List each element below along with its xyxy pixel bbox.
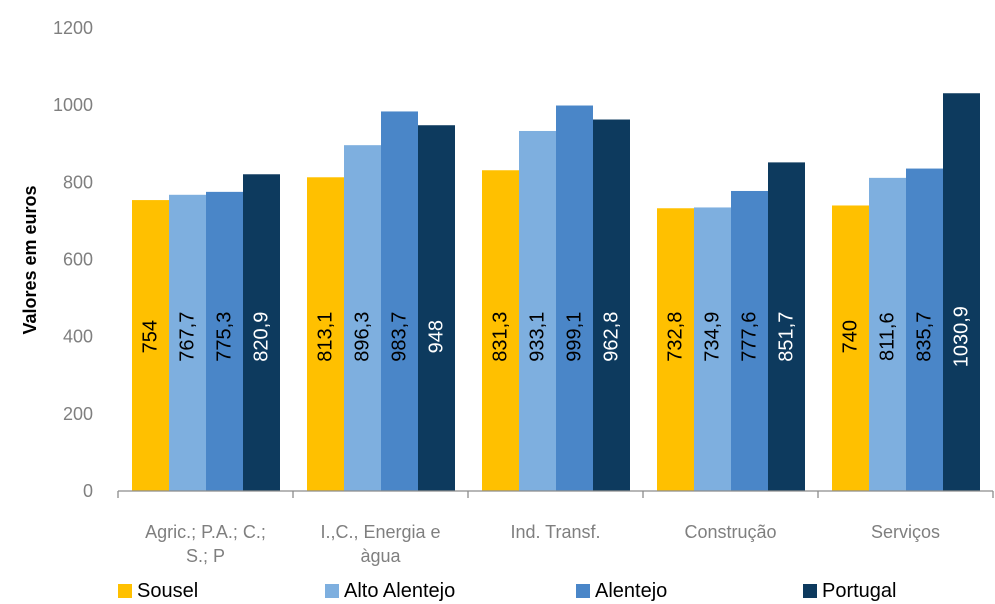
data-label: 933,1 bbox=[527, 312, 549, 362]
y-tick-label: 1000 bbox=[53, 95, 93, 115]
bar bbox=[206, 191, 243, 492]
legend-swatch bbox=[118, 584, 132, 598]
bar bbox=[768, 162, 805, 492]
legend-label: Alentejo bbox=[595, 580, 667, 602]
bar bbox=[132, 200, 169, 491]
data-label: 732,8 bbox=[665, 312, 687, 362]
data-label: 734,9 bbox=[702, 312, 724, 362]
bars bbox=[132, 93, 980, 492]
y-tick-label: 400 bbox=[63, 327, 93, 347]
x-tick-label: Serviços bbox=[871, 522, 940, 542]
x-tick-label: Construção bbox=[684, 522, 776, 542]
bar bbox=[731, 190, 768, 491]
x-tick-label: Ind. Transf. bbox=[510, 522, 600, 542]
bar bbox=[694, 207, 731, 491]
legend-label: Sousel bbox=[137, 580, 198, 602]
data-label: 948 bbox=[426, 320, 448, 353]
data-label: 983,7 bbox=[389, 312, 411, 362]
y-tick-label: 1200 bbox=[53, 18, 93, 38]
legend-swatch bbox=[576, 584, 590, 598]
bar bbox=[482, 170, 519, 491]
bar bbox=[832, 205, 869, 491]
data-label: 767,7 bbox=[177, 312, 199, 362]
bar bbox=[519, 130, 556, 491]
y-tick-label: 0 bbox=[83, 481, 93, 501]
data-label: 754 bbox=[140, 320, 162, 353]
x-tick-label: I.,C., Energia e àgua bbox=[320, 522, 440, 566]
data-label: 813,1 bbox=[315, 312, 337, 362]
data-label: 811,6 bbox=[877, 312, 899, 361]
bar bbox=[381, 111, 418, 491]
bar bbox=[593, 119, 630, 492]
data-label: 777,6 bbox=[739, 312, 761, 362]
data-label: 999,1 bbox=[564, 312, 586, 362]
data-label: 851,7 bbox=[776, 312, 798, 362]
data-label: 831,3 bbox=[490, 312, 512, 362]
data-label: 1030,9 bbox=[951, 306, 973, 367]
bar bbox=[418, 125, 455, 491]
data-label: 820,9 bbox=[251, 312, 273, 362]
y-tick-label: 800 bbox=[63, 172, 93, 192]
data-label: 775,3 bbox=[214, 312, 236, 362]
data-label: 835,7 bbox=[914, 312, 936, 362]
y-axis: 0 200 400 600 800 1000 1200 bbox=[53, 18, 93, 501]
data-label: 896,3 bbox=[352, 312, 374, 362]
bar bbox=[243, 174, 280, 491]
data-labels: 754 813,1 831,3 732,8 740 767,7 896,3 933,1 734,… bbox=[140, 306, 973, 367]
x-tick-label: Agric.; P.A.; C.; S.; P bbox=[145, 522, 266, 566]
y-tick-label: 600 bbox=[63, 250, 93, 270]
y-axis-label: Valores em euros bbox=[20, 185, 40, 334]
data-label: 962,8 bbox=[601, 312, 623, 362]
bar bbox=[307, 177, 344, 491]
bar bbox=[869, 177, 906, 491]
legend: Sousel Alto Alentejo Alentejo Portugal bbox=[118, 580, 897, 602]
bar bbox=[943, 93, 980, 491]
legend-label: Alto Alentejo bbox=[344, 580, 455, 602]
legend-label: Portugal bbox=[822, 580, 897, 602]
data-label: 740 bbox=[840, 320, 862, 353]
bar bbox=[344, 145, 381, 491]
bar bbox=[906, 168, 943, 491]
bar bbox=[657, 208, 694, 491]
legend-swatch bbox=[803, 584, 817, 598]
bar bbox=[169, 194, 206, 491]
x-axis: Agric.; P.A.; C.; S.; P I.,C., Energia e àg… bbox=[117, 490, 994, 566]
bar bbox=[556, 105, 593, 491]
legend-swatch bbox=[325, 584, 339, 598]
y-tick-label: 200 bbox=[63, 404, 93, 424]
